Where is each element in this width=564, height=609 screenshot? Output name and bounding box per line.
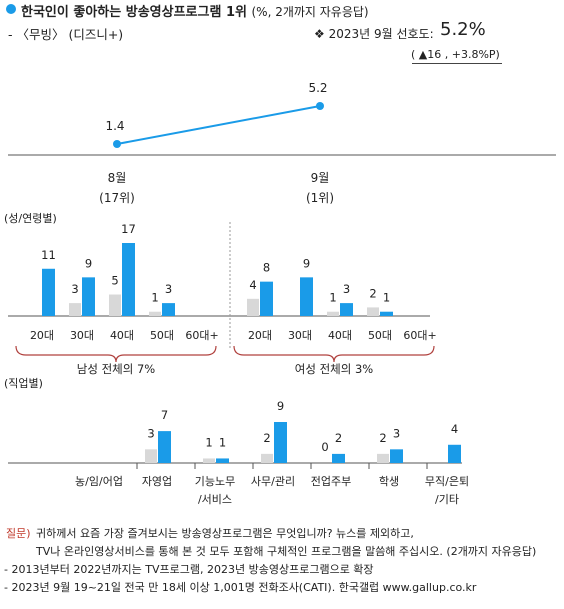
occupation-bar-current-label: 3 xyxy=(393,426,400,440)
note-line-1: - 2013년부터 2022년까지는 TV프로그램, 2023년 방송영상프로그… xyxy=(4,563,374,576)
trend-value-label: 1.4 xyxy=(105,119,124,133)
note-line-2: - 2023년 9월 19~21일 전국 만 18세 이상 1,001명 전화조… xyxy=(4,581,477,594)
trend-line xyxy=(116,105,321,145)
trend-rank-label: (17위) xyxy=(99,191,135,205)
question-mark-label: 질문) xyxy=(6,527,31,540)
occupation-category-label: 전업주부 xyxy=(311,475,351,488)
occupation-bar-current xyxy=(448,444,461,463)
age-category-label: 60대+ xyxy=(403,329,436,342)
age-bar-prev xyxy=(327,311,339,316)
title-unit: (%, 2개까지 자유응답) xyxy=(251,5,369,19)
occupation-bar-current xyxy=(216,458,229,463)
question-line-2: TV나 온라인영상서비스를 통해 본 것 모두 포함해 구체적인 프로그램을 말… xyxy=(36,545,537,558)
occupation-category-label: /서비스 xyxy=(198,493,232,506)
age-bar-current-label: 9 xyxy=(303,256,310,270)
preference-value: 5.2% xyxy=(440,19,486,40)
age-category-label: 20대 xyxy=(248,329,272,342)
age-group-label: 여성 전체의 3% xyxy=(295,362,374,376)
age-bar-current xyxy=(380,311,393,316)
occupation-bar-prev xyxy=(377,453,389,463)
occupation-category-label: 자영업 xyxy=(142,475,172,488)
occupation-category-label: 기능노무 xyxy=(195,475,235,488)
age-category-label: 20대 xyxy=(30,329,54,342)
age-category-label: 50대 xyxy=(150,329,174,342)
age-chart-title: (성/연령별) xyxy=(4,212,57,225)
occupation-bar-prev xyxy=(145,449,157,463)
preference-change: ( ▲16 , +3.8%P) xyxy=(411,48,500,61)
occupation-category-label: 사무/관리 xyxy=(251,475,295,488)
age-bar-current-label: 17 xyxy=(121,222,136,236)
age-bar-prev xyxy=(69,303,81,316)
occupation-category-label: /기타 xyxy=(435,493,459,506)
age-category-label: 30대 xyxy=(70,329,94,342)
age-bar-prev xyxy=(149,311,161,316)
occupation-bar-prev-label: 2 xyxy=(263,431,270,445)
age-bar-prev xyxy=(247,298,259,316)
trend-point-9월 xyxy=(316,102,324,110)
occupation-chart-title: (직업별) xyxy=(4,377,43,390)
age-bar-prev-label: 2 xyxy=(369,286,376,300)
occupation-bar-current-label: 4 xyxy=(451,422,458,436)
age-bar-current xyxy=(162,303,175,316)
age-category-label: 40대 xyxy=(328,329,352,342)
subtitle: - 〈무빙〉 (디즈니+) xyxy=(8,27,124,42)
age-bar-prev-label: 5 xyxy=(111,274,118,288)
age-group-brace xyxy=(233,345,435,363)
trend-month-label: 8월 xyxy=(108,171,127,185)
occupation-bar-current xyxy=(390,449,403,463)
occupation-bar-prev xyxy=(261,453,273,463)
age-bar-current xyxy=(122,243,135,316)
age-category-label: 30대 xyxy=(288,329,312,342)
age-bar-current xyxy=(82,277,95,316)
age-bar-current-label: 8 xyxy=(263,261,270,275)
age-bar-current-label: 1 xyxy=(383,291,390,305)
age-group-label: 남성 전체의 7% xyxy=(77,362,156,376)
age-bar-current xyxy=(340,303,353,316)
occupation-category-label: 농/임/어업 xyxy=(75,475,123,488)
age-bar-prev xyxy=(367,307,379,316)
trend-point-8월 xyxy=(113,140,121,148)
age-bar-current-label: 3 xyxy=(343,282,350,296)
age-category-label: 60대+ xyxy=(185,329,218,342)
occupation-bar-prev-label: 3 xyxy=(147,426,154,440)
age-group-brace xyxy=(15,345,217,363)
occupation-bar-current-label: 9 xyxy=(277,399,284,413)
occupation-bar-prev-label: 1 xyxy=(205,435,212,449)
occupation-bar-current-label: 2 xyxy=(335,431,342,445)
title-bullet-icon xyxy=(6,4,16,14)
age-bar-current xyxy=(260,281,273,316)
preference-change-underline xyxy=(412,63,502,64)
occupation-bar-current xyxy=(332,453,345,463)
age-bar-current-label: 9 xyxy=(85,256,92,270)
age-bar-current xyxy=(42,268,55,316)
occupation-bar-prev xyxy=(203,458,215,463)
trend-value-label: 5.2 xyxy=(308,81,327,95)
occupation-bar-prev-label: 0 xyxy=(321,440,328,454)
title-main: 한국인이 좋아하는 방송영상프로그램 1위 xyxy=(21,5,247,20)
age-category-label: 50대 xyxy=(368,329,392,342)
occupation-bar-current xyxy=(274,422,287,463)
occupation-category-label: 무직/은퇴 xyxy=(425,475,469,488)
age-bar-prev-label: 1 xyxy=(151,291,158,305)
age-bar-prev-label: 3 xyxy=(71,282,78,296)
age-category-label: 40대 xyxy=(110,329,134,342)
occupation-bar-current-label: 7 xyxy=(161,408,168,422)
age-bar-current-label: 3 xyxy=(165,282,172,296)
chart-title: 한국인이 좋아하는 방송영상프로그램 1위 (%, 2개까지 자유응답) xyxy=(21,1,369,20)
question-line-1: 귀하께서 요즘 가장 즐겨보시는 방송영상프로그램은 무엇입니까? 뉴스를 제외… xyxy=(36,527,414,540)
age-bar-current xyxy=(300,277,313,316)
preference-label: ❖ 2023년 9월 선호도: xyxy=(314,27,434,41)
occupation-category-label: 학생 xyxy=(379,475,399,488)
occupation-bar-current-label: 1 xyxy=(219,435,226,449)
age-bar-prev-label: 4 xyxy=(249,278,256,292)
age-bar-current-label: 11 xyxy=(41,248,56,262)
trend-rank-label: (1위) xyxy=(306,191,334,205)
age-bar-prev xyxy=(109,294,121,316)
age-bar-prev-label: 1 xyxy=(329,291,336,305)
trend-month-label: 9월 xyxy=(311,171,330,185)
occupation-bar-current xyxy=(158,431,171,463)
occupation-bar-prev-label: 2 xyxy=(379,431,386,445)
